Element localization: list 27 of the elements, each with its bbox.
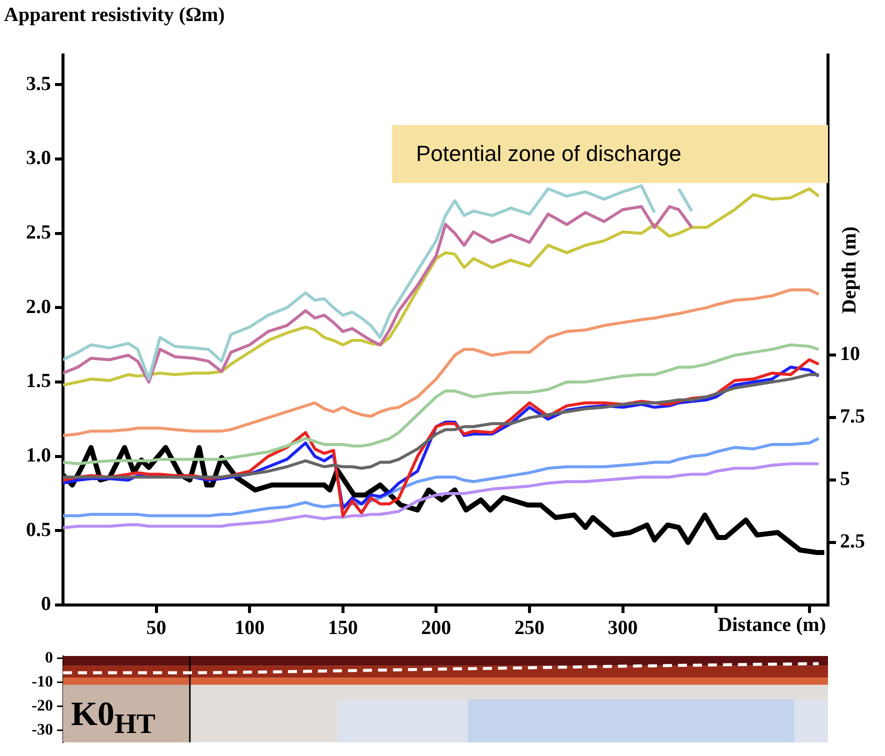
y2-axis-title: Depth (m) xyxy=(838,226,862,314)
y-tick-label: 2.0 xyxy=(26,296,51,318)
y-tick-label: 0 xyxy=(41,593,51,616)
y-tick-label: 0.5 xyxy=(26,518,51,541)
y-tick-label: 1.0 xyxy=(26,444,51,467)
y2-tick-label: 2.5 xyxy=(840,530,865,553)
x-tick-label: 250 xyxy=(514,617,544,640)
annotation: K0$_{HT}$ xyxy=(71,696,156,742)
x-tick-label: 50 xyxy=(146,617,166,640)
y-tick-label: 3.0 xyxy=(26,147,51,170)
y2-tick-label: 7.5 xyxy=(840,406,865,428)
y2-tick-label: 5 xyxy=(840,468,850,490)
y-tick-label: -10 xyxy=(32,674,53,691)
x-tick-label: 200 xyxy=(421,617,452,640)
y2-tick-label: 10 xyxy=(840,343,860,366)
x-axis-title: Distance (m) xyxy=(718,614,826,637)
y-tick-label: 1.5 xyxy=(26,370,51,392)
y-tick-label: 2.5 xyxy=(26,222,51,244)
x-tick-label: 150 xyxy=(328,617,358,640)
y-tick-label: -20 xyxy=(32,698,53,715)
y-tick-label: 0 xyxy=(45,650,53,667)
y-tick-label: 3.5 xyxy=(26,72,51,95)
annotation: Potential zone of discharge xyxy=(415,140,682,168)
x-tick-label: 100 xyxy=(234,617,265,640)
y-axis-title: Apparent resistivity (Ωm) xyxy=(4,4,225,27)
y-tick-label: -30 xyxy=(32,722,53,739)
x-tick-label: 300 xyxy=(608,617,638,640)
